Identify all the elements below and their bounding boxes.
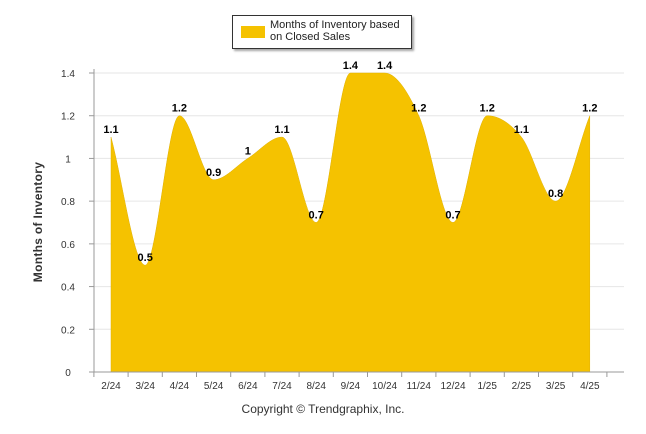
x-tick-label: 8/24 [306, 381, 326, 392]
x-tick-label: 10/24 [372, 381, 397, 392]
x-tick-label: 4/25 [580, 381, 600, 392]
x-tick-label: 9/24 [341, 381, 361, 392]
y-axis-title: Months of Inventory [31, 161, 45, 283]
x-tick-label: 4/24 [170, 381, 190, 392]
x-tick-label: 5/24 [204, 381, 224, 392]
data-label: 0.9 [206, 167, 221, 179]
x-tick-labels: 2/24 3/24 4/24 5/24 6/24 7/24 8/24 9/24 10/24 11/… [101, 381, 600, 392]
y-tick-label: 0.6 [61, 240, 75, 251]
x-tick-label: 6/24 [238, 381, 258, 392]
y-tick-labels: 0 0.2 0.4 0.6 0.8 1 1.2 1.4 [61, 69, 75, 379]
data-label: 0.5 [138, 252, 153, 264]
data-label: 0.8 [548, 188, 563, 200]
legend-swatch [241, 26, 265, 38]
x-tick-label: 12/24 [440, 381, 465, 392]
legend[interactable]: Months of Inventory based on Closed Sale… [232, 15, 412, 49]
data-label: 1.1 [274, 124, 289, 136]
y-tick-label: 0.8 [61, 197, 75, 208]
y-tick-label: 0.4 [61, 283, 75, 294]
axes [93, 69, 624, 377]
series-area [110, 72, 591, 373]
y-tick-label: 1.2 [61, 112, 75, 123]
data-label: 0.7 [309, 210, 324, 222]
x-tick-label: 1/25 [477, 381, 497, 392]
x-tick-label: 2/24 [101, 381, 121, 392]
x-tick-label: 7/24 [272, 381, 292, 392]
data-labels: 1.1 0.5 1.2 0.9 1 1.1 0.7 1.4 1.4 1.2 0.7 1.2 1.1 0.8… [103, 60, 597, 264]
data-label: 1.2 [172, 103, 187, 115]
x-tick-label: 11/24 [407, 381, 432, 392]
copyright-text: Copyright © Trendgraphix, Inc. [241, 402, 405, 416]
data-label: 1.1 [103, 124, 118, 136]
data-label: 1.4 [377, 60, 393, 72]
area-series [110, 72, 591, 373]
legend-label: Months of Inventory based on Closed Sale… [270, 19, 400, 43]
data-label: 1.2 [582, 103, 597, 115]
data-label: 1 [245, 145, 251, 157]
data-label: 1.2 [411, 103, 426, 115]
data-label: 0.7 [445, 210, 460, 222]
y-tick-label: 1.4 [61, 69, 75, 80]
x-tick-label: 3/24 [135, 381, 155, 392]
data-label: 1.1 [514, 124, 529, 136]
x-tick-label: 3/25 [546, 381, 566, 392]
data-label: 1.2 [480, 103, 495, 115]
x-tick-label: 2/25 [512, 381, 532, 392]
y-tick-label: 1 [65, 154, 71, 165]
y-tick-label: 0 [65, 368, 71, 379]
data-label: 1.4 [343, 60, 359, 72]
y-tick-label: 0.2 [61, 325, 75, 336]
